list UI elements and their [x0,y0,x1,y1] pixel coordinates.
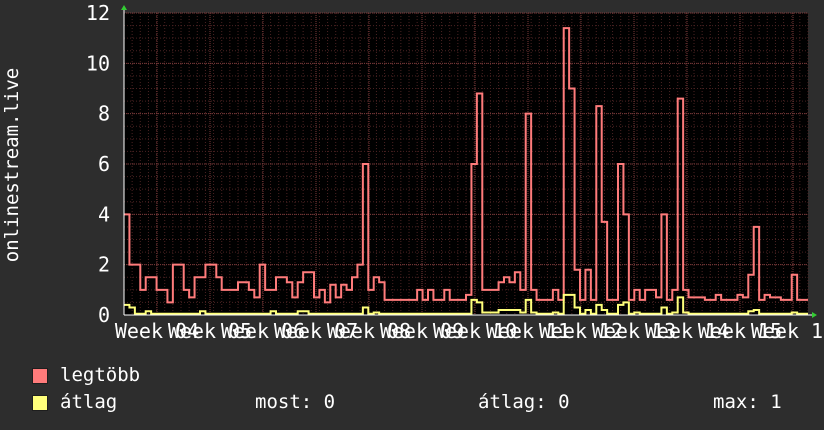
y-tick-label: 10 [86,51,110,75]
x-tick-label: Week 12 [539,319,623,343]
x-tick-label: Week 09 [380,319,464,343]
y-tick-label: 4 [98,202,110,226]
x-tick-label: Week 07 [274,319,358,343]
x-tick-label: Week 10 [433,319,517,343]
y-tick-label: 0 [98,303,110,327]
y-tick-label: 12 [86,1,110,25]
stat-maximum: max: 1 [713,391,782,413]
series-line-avg [124,293,808,315]
x-tick-label: Week 11 [486,319,570,343]
x-tick-label: Week 13 [592,319,676,343]
y-tick-label: 2 [98,253,110,277]
x-tick-label: Week 08 [327,319,411,343]
legend-swatch-max [32,367,48,384]
y-axis-arrow [121,5,127,10]
series-layer [124,27,808,315]
legend-swatch-avg [32,394,48,411]
legend-item-max: legtöbb [32,365,140,385]
y-tick-label: 8 [98,102,110,126]
legend-item-avg: átlag [32,392,117,412]
stat-now: most: 0 [255,391,336,413]
major-grid [124,12,808,316]
series-line-max [124,27,808,304]
stat-average: átlag: 0 [478,391,570,413]
x-tick-label: Week 04 [115,319,199,343]
y-tick-labels: 0 2 4 6 8 10 12 [86,1,110,327]
y-tick-label: 6 [98,152,110,176]
x-axis-arrow [812,312,817,318]
y-axis-label: onlinestream.live [1,68,23,262]
x-tick-label: Week 06 [221,319,305,343]
legend-label-avg: átlag [60,391,118,413]
legend-label-max: legtöbb [60,364,141,386]
axes [121,5,817,318]
x-tick-label: Week 05 [168,319,252,343]
x-tick-label: Week 16 [751,319,824,343]
x-tick-label: Week 15 [698,319,782,343]
x-tick-label: Week 14 [645,319,729,343]
